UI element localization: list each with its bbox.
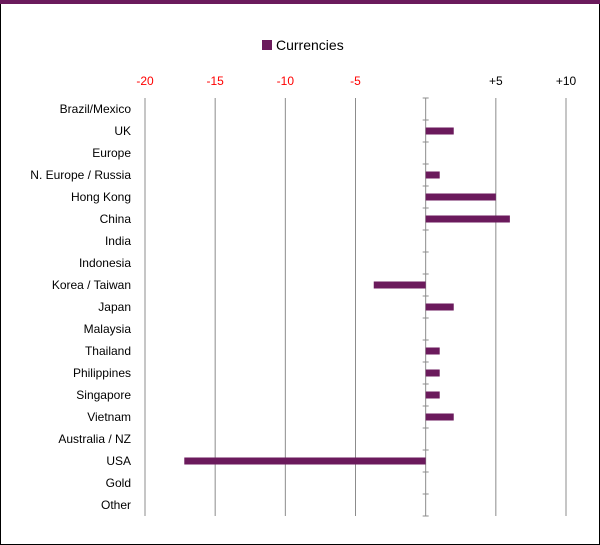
x-tick-label-1: -15: [206, 74, 224, 88]
bar-singapore: [425, 391, 440, 399]
bar-vietnam: [425, 413, 454, 421]
bar-hong-kong: [425, 193, 496, 201]
category-label-2: Europe: [92, 146, 131, 160]
category-label-0: Brazil/Mexico: [60, 102, 132, 116]
category-label-16: USA: [106, 454, 131, 468]
bar-n-europe-russia: [425, 171, 440, 179]
category-label-3: N. Europe / Russia: [30, 168, 131, 182]
category-label-9: Japan: [98, 300, 131, 314]
legend-label: Currencies: [276, 37, 344, 53]
category-label-6: India: [105, 234, 131, 248]
bar-japan: [425, 303, 454, 311]
category-label-12: Philippines: [73, 366, 131, 380]
x-tick-label-4: +5: [489, 74, 503, 88]
x-tick-label-3: -5: [350, 74, 361, 88]
x-tick-label-5: +10: [556, 74, 577, 88]
bar-philippines: [425, 369, 440, 377]
top-accent-bar: [0, 0, 600, 4]
category-label-11: Thailand: [85, 344, 131, 358]
category-label-18: Other: [101, 498, 131, 512]
grid-layer: [144, 98, 567, 516]
category-label-1: UK: [114, 124, 131, 138]
category-label-4: Hong Kong: [71, 190, 131, 204]
x-tick-label-2: -10: [277, 74, 295, 88]
category-label-14: Vietnam: [87, 410, 131, 424]
category-label-13: Singapore: [76, 388, 131, 402]
bar-korea-taiwan: [373, 281, 426, 289]
bar-uk: [425, 127, 454, 135]
category-label-8: Korea / Taiwan: [52, 278, 131, 292]
bar-usa: [184, 457, 426, 465]
category-label-layer: Brazil/Mexico UK Europe N. Europe / Russia H…: [30, 102, 131, 512]
category-label-17: Gold: [106, 476, 131, 490]
bar-china: [425, 215, 510, 223]
x-tick-label-0: -20: [136, 74, 154, 88]
category-label-15: Australia / NZ: [58, 432, 131, 446]
legend: Currencies: [262, 37, 344, 53]
category-label-5: China: [100, 212, 132, 226]
tick-label-layer: -20 -15 -10 -5 +5 +10: [136, 74, 576, 88]
category-label-7: Indonesia: [79, 256, 131, 270]
bar-layer: [184, 127, 510, 465]
legend-swatch: [262, 40, 272, 50]
category-label-10: Malaysia: [84, 322, 132, 336]
bar-thailand: [425, 347, 440, 355]
